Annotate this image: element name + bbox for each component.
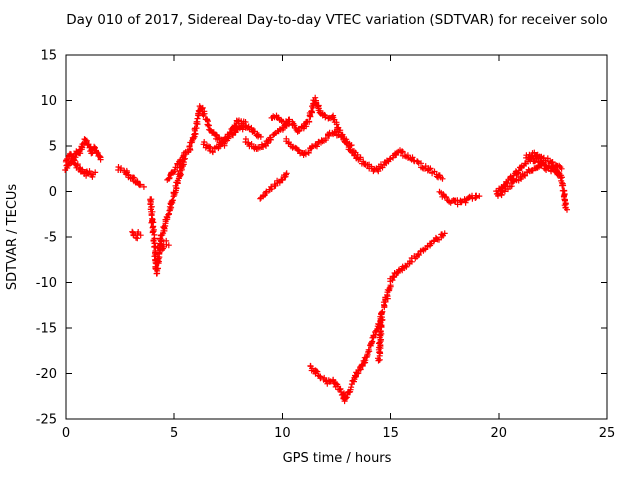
scatter-plus-markers <box>62 94 570 405</box>
x-tick-label: 0 <box>62 426 70 441</box>
plot-border <box>65 54 608 420</box>
y-axis-label: SDTVAR / TECUs <box>5 184 20 291</box>
y-tick-label: 0 <box>49 185 57 200</box>
data-points <box>62 94 570 405</box>
chart-title: Day 010 of 2017, Sidereal Day-to-day VTE… <box>66 12 607 28</box>
x-tick-label: 25 <box>599 426 616 441</box>
y-tick-label: 10 <box>40 94 57 109</box>
y-tick-label: -15 <box>36 322 57 337</box>
x-tick-label: 10 <box>274 426 291 441</box>
y-tick-label: -25 <box>36 413 57 428</box>
x-tick-label: 20 <box>491 426 508 441</box>
y-tick-label: 15 <box>40 49 57 64</box>
y-tick-label: -20 <box>36 367 57 382</box>
y-tick-label: -5 <box>44 231 57 246</box>
x-tick-label: 5 <box>170 426 178 441</box>
y-tick-label: 5 <box>49 140 57 155</box>
axis-ticks: 0 5 10 15 20 25 -25 -20 -15 -10 -5 0 5 10 15 <box>36 49 616 442</box>
y-tick-label: -10 <box>36 276 57 291</box>
x-axis-label: GPS time / hours <box>283 451 392 466</box>
x-tick-label: 15 <box>382 426 399 441</box>
